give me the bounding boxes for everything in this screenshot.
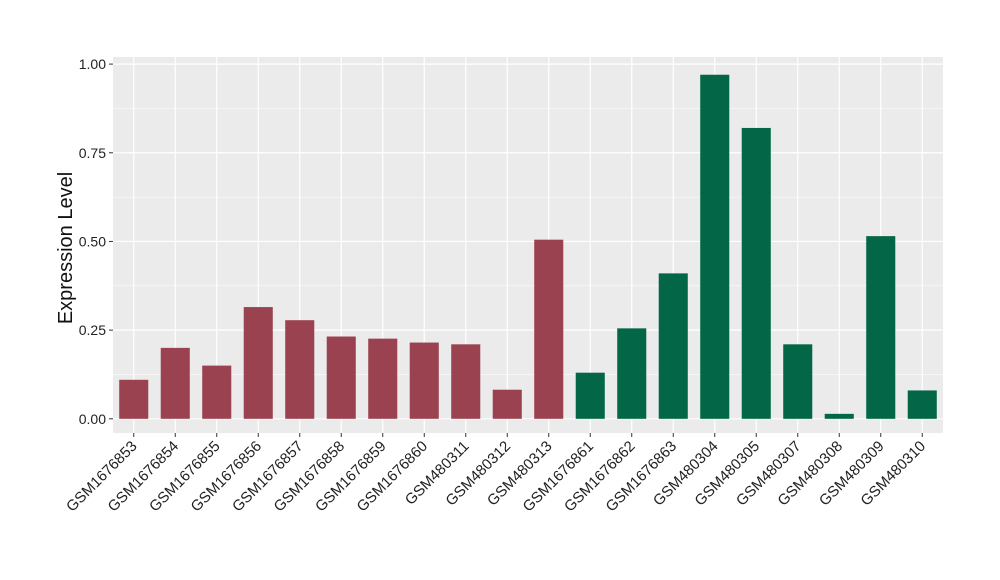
bar-gsm1676856 bbox=[243, 307, 273, 419]
bar-gsm480307 bbox=[783, 344, 813, 419]
bar-gsm1676857 bbox=[285, 320, 315, 419]
bar-gsm480311 bbox=[451, 344, 481, 419]
bar-gsm1676853 bbox=[119, 379, 149, 419]
bar-gsm480310 bbox=[907, 390, 937, 419]
y-tick-label: 1.00 bbox=[79, 56, 106, 72]
bar-gsm480308 bbox=[824, 413, 854, 419]
y-tick-label: 0.25 bbox=[79, 322, 106, 338]
y-tick-label: 0.50 bbox=[79, 233, 106, 249]
x-axis: GSM1676853GSM1676854GSM1676855GSM1676856… bbox=[63, 433, 929, 515]
bar-gsm480312 bbox=[492, 389, 522, 419]
y-axis-title: Expression Level bbox=[55, 172, 77, 324]
bar-gsm480313 bbox=[534, 239, 564, 419]
bar-gsm1676854 bbox=[160, 347, 190, 419]
bar-gsm1676863 bbox=[658, 273, 688, 419]
y-tick-label: 0.75 bbox=[79, 145, 106, 161]
bar-gsm1676858 bbox=[326, 336, 356, 419]
plot-panel bbox=[113, 57, 943, 433]
y-axis: 0.00 0.25 0.50 0.75 1.00 bbox=[79, 56, 113, 427]
bar-gsm1676855 bbox=[202, 365, 232, 419]
y-tick-label: 0.00 bbox=[79, 411, 106, 427]
bar-gsm1676861 bbox=[575, 372, 605, 419]
bar-gsm480304 bbox=[700, 74, 730, 419]
x-tick-label: GSM1676853 bbox=[63, 438, 140, 515]
bar-gsm1676860 bbox=[409, 342, 439, 419]
bar-gsm1676862 bbox=[617, 328, 647, 419]
bar-gsm1676859 bbox=[368, 338, 398, 419]
bar-gsm480309 bbox=[866, 236, 896, 419]
bars bbox=[119, 74, 937, 419]
bar-gsm480305 bbox=[741, 127, 771, 419]
